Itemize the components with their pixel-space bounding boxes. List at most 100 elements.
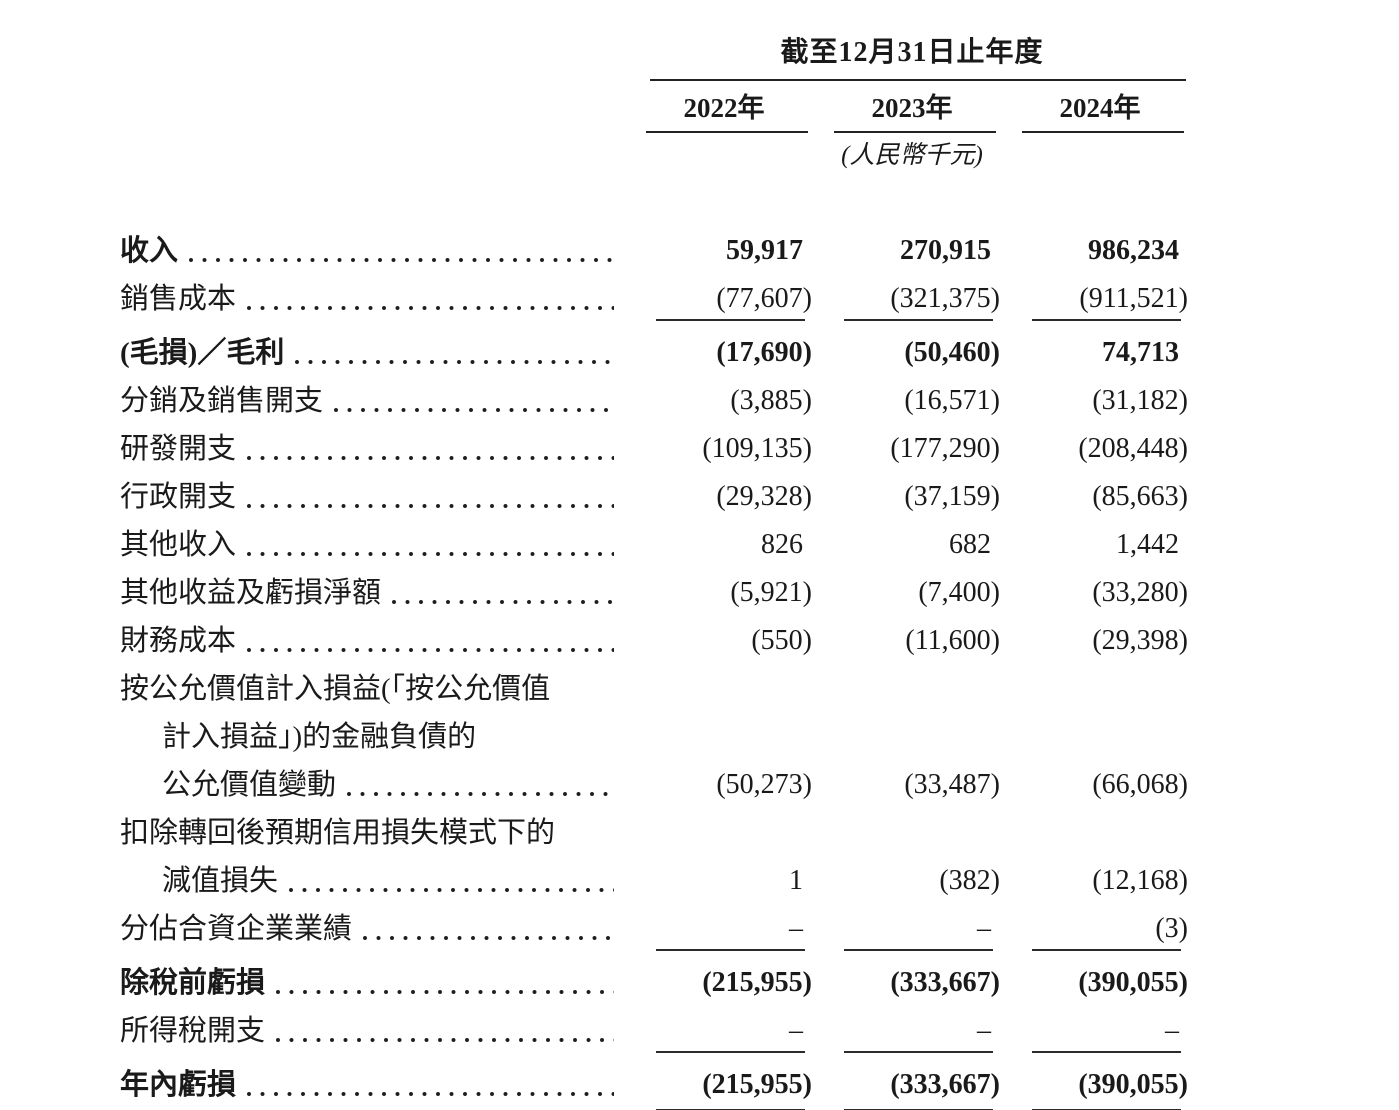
value-2024: (66,068) — [1092, 769, 1188, 800]
value-2023: (382) — [939, 865, 1000, 896]
currency-unit-note: (人民幣千元) — [841, 142, 983, 169]
row-label: 計入損益」)的金融負債的 — [162, 721, 477, 753]
row-label: 研發開支 — [120, 433, 237, 465]
row-label: 年內虧損 — [120, 1069, 237, 1101]
row-label: 其他收益及虧損淨額 — [120, 577, 382, 609]
value-2022: 1 — [789, 865, 803, 896]
row-gross-profit-loss: (毛損)／毛利 (17,690) (50,460) 74,713 — [120, 329, 1399, 377]
dot-leader — [362, 905, 614, 953]
value-2023: (333,667) — [890, 967, 1000, 998]
row-label: 分佔合資企業業績 — [120, 913, 353, 945]
value-2023: (321,375) — [818, 275, 1006, 323]
dot-leader — [246, 1061, 614, 1109]
row-admin-expenses: 行政開支 (29,328) (37,159) (85,663) — [120, 473, 1399, 521]
value-2024: 1,442 — [1116, 529, 1179, 560]
dot-leader — [391, 569, 614, 617]
dot-leader — [288, 857, 614, 905]
period-header-row: 截至12月31日止年度 — [120, 34, 1399, 81]
row-revenue: 收入 59,917 270,915 986,234 — [120, 227, 1399, 275]
value-2022: (215,955) — [630, 1061, 818, 1110]
value-2022: (17,690) — [716, 337, 812, 368]
row-rd-expenses: 研發開支 (109,135) (177,290) (208,448) — [120, 425, 1399, 473]
row-finance-costs: 財務成本 (550) (11,600) (29,398) — [120, 617, 1399, 665]
row-ecl-label-line-1: 扣除轉回後預期信用損失模式下的 — [120, 809, 1399, 857]
dot-leader — [275, 959, 614, 1007]
row-fvtpl-fair-value-changes: 公允價值變動 (50,273) (33,487) (66,068) — [120, 761, 1399, 809]
value-2022: (109,135) — [702, 433, 812, 464]
value-2022: (77,607) — [630, 275, 818, 323]
column-header-2022: 2022年 — [630, 81, 818, 133]
value-2024: (29,398) — [1092, 625, 1188, 656]
row-label: (毛損)／毛利 — [120, 337, 285, 369]
row-loss-before-tax: 除稅前虧損 (215,955) (333,667) (390,055) — [120, 959, 1399, 1007]
row-label: 財務成本 — [120, 625, 237, 657]
value-2023: 682 — [949, 529, 991, 560]
value-2024: – — [1006, 1007, 1194, 1055]
value-2024: (208,448) — [1078, 433, 1188, 464]
row-label: 除稅前虧損 — [120, 967, 266, 999]
value-2024: (3) — [1006, 905, 1194, 953]
value-2023: (11,600) — [905, 625, 1000, 656]
value-2022: 59,917 — [726, 235, 803, 266]
dot-leader — [188, 227, 614, 275]
row-other-income: 其他收入 826 682 1,442 — [120, 521, 1399, 569]
row-label: 行政開支 — [120, 481, 237, 513]
row-cost-of-sales: 銷售成本 (77,607) (321,375) (911,521) — [120, 275, 1399, 323]
row-label: 按公允價值計入損益(「按公允價值 — [120, 673, 551, 705]
period-header: 截至12月31日止年度 — [780, 37, 1044, 68]
dot-leader — [246, 521, 614, 569]
row-share-of-jv-results: 分佔合資企業業績 – – (3) — [120, 905, 1399, 953]
value-2022: (50,273) — [716, 769, 812, 800]
value-2023: – — [818, 905, 1006, 953]
value-2023: (50,460) — [904, 337, 1000, 368]
value-2022: (5,921) — [730, 577, 812, 608]
dot-leader — [333, 377, 614, 425]
value-2022: 826 — [761, 529, 803, 560]
row-ecl-impairment-losses: 減值損失 1 (382) (12,168) — [120, 857, 1399, 905]
row-label: 減值損失 — [162, 865, 279, 897]
row-loss-for-the-year: 年內虧損 (215,955) (333,667) (390,055) — [120, 1061, 1399, 1110]
value-2022: (3,885) — [730, 385, 812, 416]
row-label: 分銷及銷售開支 — [120, 385, 324, 417]
row-label: 收入 — [120, 235, 179, 267]
value-2022: (550) — [751, 625, 812, 656]
column-header-2024: 2024年 — [1006, 81, 1194, 133]
value-2023: (33,487) — [904, 769, 1000, 800]
value-2024: (12,168) — [1092, 865, 1188, 896]
value-2022: (215,955) — [702, 967, 812, 998]
value-2024: (31,182) — [1092, 385, 1188, 416]
value-2022: (29,328) — [716, 481, 812, 512]
value-2023: 270,915 — [900, 235, 991, 266]
year-columns-row: 2022年 2023年 2024年 — [120, 81, 1399, 133]
dot-leader — [246, 473, 614, 521]
dot-leader — [246, 425, 614, 473]
value-2024: (911,521) — [1006, 275, 1194, 323]
row-label: 公允價值變動 — [162, 769, 337, 801]
value-2024: (390,055) — [1078, 967, 1188, 998]
row-label: 其他收入 — [120, 529, 237, 561]
value-2023: (7,400) — [918, 577, 1000, 608]
value-2024: (390,055) — [1006, 1061, 1194, 1110]
value-2022: – — [630, 905, 818, 953]
value-2023: (177,290) — [890, 433, 1000, 464]
dot-leader — [246, 617, 614, 665]
period-header-rule — [650, 79, 1186, 81]
value-2022: – — [630, 1007, 818, 1055]
row-other-gains-losses-net: 其他收益及虧損淨額 (5,921) (7,400) (33,280) — [120, 569, 1399, 617]
value-2024: 74,713 — [1102, 337, 1179, 368]
value-2024: (33,280) — [1092, 577, 1188, 608]
row-distribution-selling-expenses: 分銷及銷售開支 (3,885) (16,571) (31,182) — [120, 377, 1399, 425]
dot-leader — [346, 761, 614, 809]
row-fvtpl-label-line-1: 按公允價值計入損益(「按公允價值 — [120, 665, 1399, 713]
value-2023: (37,159) — [904, 481, 1000, 512]
dot-leader — [294, 329, 614, 377]
row-income-tax-expense: 所得稅開支 – – – — [120, 1007, 1399, 1055]
dot-leader — [275, 1007, 614, 1055]
row-fvtpl-label-line-2: 計入損益」)的金融負債的 — [120, 713, 1399, 761]
value-2023: (333,667) — [818, 1061, 1006, 1110]
row-label: 銷售成本 — [120, 283, 237, 315]
value-2023: – — [818, 1007, 1006, 1055]
row-label: 扣除轉回後預期信用損失模式下的 — [120, 817, 556, 849]
unit-note-row: (人民幣千元) — [120, 133, 1399, 177]
